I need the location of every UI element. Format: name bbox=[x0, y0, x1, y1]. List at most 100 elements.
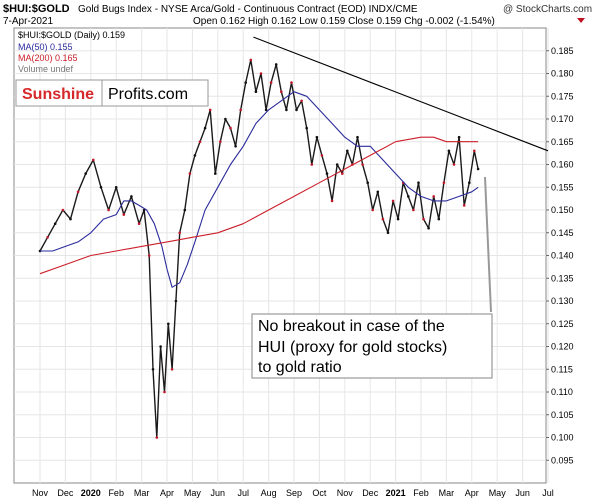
y-tick-label: 0.155 bbox=[551, 182, 574, 192]
price-point bbox=[325, 172, 329, 175]
y-tick-label: 0.140 bbox=[551, 251, 574, 261]
y-tick-label: 0.175 bbox=[551, 91, 574, 101]
price-point bbox=[174, 299, 178, 303]
price-point bbox=[208, 108, 212, 112]
price-point bbox=[476, 167, 480, 171]
x-tick-label: Feb bbox=[413, 488, 429, 498]
logo: Sunshine Profits.com bbox=[15, 79, 209, 107]
annotation-line-1: No breakout in case of the bbox=[258, 318, 445, 335]
x-tick-label: Mar bbox=[134, 488, 150, 498]
price-point bbox=[447, 149, 451, 153]
logo-part-sunshine: Sunshine bbox=[22, 86, 94, 103]
x-axis: Nov Dec 2020 Feb Mar Apr May Jun Jul Aug Sep Oct Nov… bbox=[32, 488, 554, 498]
price-point bbox=[69, 217, 72, 221]
price-point bbox=[99, 186, 103, 189]
y-axis: 0.095 0.100 0.105 0.110 0.115 0.120 0.125 0.130… bbox=[546, 46, 574, 465]
series-group bbox=[38, 36, 549, 439]
price-point bbox=[473, 149, 476, 153]
price-point bbox=[376, 190, 380, 194]
dropdown-arrow-icon[interactable] bbox=[577, 18, 585, 23]
x-tick-label: Jun bbox=[211, 488, 226, 498]
price-point bbox=[300, 99, 303, 103]
y-tick-label: 0.120 bbox=[551, 342, 574, 352]
x-tick-label: Aug bbox=[261, 488, 277, 498]
price-point bbox=[335, 163, 339, 166]
annotation: No breakout in case of the HUI (proxy fo… bbox=[251, 176, 493, 379]
price-point bbox=[151, 368, 155, 371]
x-tick-label: 2021 bbox=[386, 488, 406, 498]
price-point bbox=[295, 108, 298, 112]
price-point bbox=[371, 208, 375, 212]
price-point bbox=[219, 140, 222, 143]
price-point bbox=[130, 195, 133, 198]
legend-item-ma200: MA(200) 0.165 bbox=[18, 53, 78, 63]
legend-item-price: $HUI:$GOLD (Daily) 0.159 bbox=[18, 30, 125, 40]
y-tick-label: 0.115 bbox=[551, 364, 573, 374]
price-point bbox=[274, 63, 278, 66]
price-point bbox=[53, 222, 57, 225]
price-point bbox=[452, 163, 456, 166]
x-tick-label: Nov bbox=[337, 488, 354, 498]
price-point bbox=[422, 217, 425, 221]
price-point bbox=[229, 126, 232, 130]
price-point bbox=[188, 172, 192, 175]
y-tick-label: 0.150 bbox=[551, 205, 574, 215]
price-point bbox=[457, 135, 461, 139]
x-tick-label: Nov bbox=[32, 488, 49, 498]
price-point bbox=[234, 145, 237, 148]
price-point bbox=[269, 81, 273, 84]
price-point bbox=[285, 108, 288, 112]
y-tick-label: 0.130 bbox=[551, 296, 574, 306]
chart-symbol: $HUI:$GOLD bbox=[3, 3, 70, 15]
price-point bbox=[396, 217, 400, 221]
price-point bbox=[320, 154, 324, 157]
price-point bbox=[254, 90, 258, 93]
price-point bbox=[432, 195, 436, 198]
price-point bbox=[417, 181, 420, 184]
y-tick-label: 0.180 bbox=[551, 69, 574, 79]
x-tick-label: Sep bbox=[286, 488, 302, 498]
y-tick-label: 0.145 bbox=[551, 228, 574, 238]
y-tick-label: 0.095 bbox=[551, 455, 574, 465]
price-point bbox=[203, 126, 207, 130]
price-point bbox=[468, 181, 471, 184]
price-point bbox=[147, 254, 151, 257]
price-point bbox=[264, 108, 268, 112]
price-point bbox=[462, 204, 466, 207]
x-tick-label: Apr bbox=[465, 488, 479, 498]
x-tick-label: May bbox=[489, 488, 507, 498]
price-point bbox=[259, 72, 263, 75]
y-tick-label: 0.125 bbox=[551, 319, 574, 329]
y-tick-label: 0.100 bbox=[551, 433, 574, 443]
price-point bbox=[280, 90, 283, 93]
price-point bbox=[84, 172, 87, 175]
ma200-series bbox=[39, 136, 479, 275]
x-tick-label: Jul bbox=[542, 488, 554, 498]
annotation-box bbox=[251, 313, 493, 379]
price-point bbox=[386, 231, 390, 235]
x-tick-label: Mar bbox=[439, 488, 455, 498]
price-point bbox=[159, 345, 162, 348]
price-point bbox=[310, 163, 314, 166]
legend-item-volume: Volume undef bbox=[18, 64, 74, 74]
price-point bbox=[155, 436, 159, 439]
price-point bbox=[366, 181, 370, 184]
x-tick-label: Dec bbox=[362, 488, 379, 498]
price-point bbox=[330, 199, 334, 203]
price-point bbox=[391, 199, 395, 203]
price-point bbox=[305, 126, 309, 130]
price-point bbox=[244, 81, 247, 84]
y-tick-label: 0.110 bbox=[551, 387, 573, 397]
y-tick-label: 0.160 bbox=[551, 160, 574, 170]
price-point bbox=[356, 135, 359, 139]
price-point bbox=[224, 117, 227, 121]
price-point bbox=[341, 172, 344, 175]
x-tick-label: Dec bbox=[57, 488, 74, 498]
x-tick-label: Feb bbox=[108, 488, 124, 498]
y-tick-label: 0.165 bbox=[551, 137, 574, 147]
price-point bbox=[114, 186, 118, 189]
price-point bbox=[407, 195, 410, 198]
x-tick-label: Jul bbox=[237, 488, 249, 498]
price-point bbox=[163, 390, 166, 394]
